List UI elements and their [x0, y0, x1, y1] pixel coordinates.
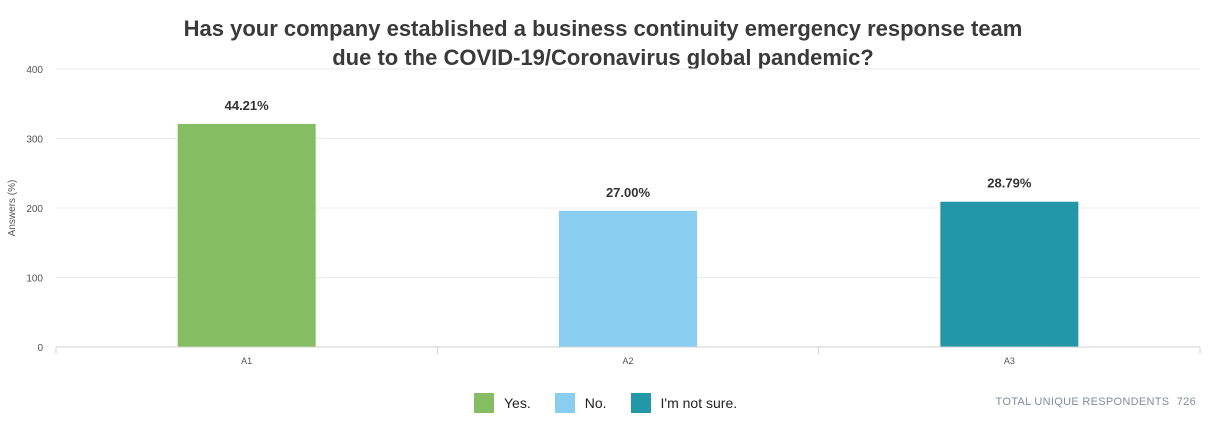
data-label: 27.00%	[606, 185, 651, 200]
legend-swatch-not-sure	[630, 393, 651, 413]
chart-title-line-2: due to the COVID-19/Coronavirus global p…	[332, 45, 874, 70]
legend-item-not-sure[interactable]: I'm not sure.	[630, 393, 738, 413]
legend-label-yes: Yes.	[504, 395, 531, 411]
y-tick-label: 100	[26, 274, 43, 285]
y-axis-title: Answers (%)	[7, 180, 18, 237]
bars: 44.21% 27.00% 28.79%	[177, 98, 1079, 347]
data-label: 28.79%	[987, 176, 1032, 191]
x-tick-label: A2	[622, 356, 633, 366]
legend-swatch-yes	[474, 393, 494, 413]
y-axis: 0 100 200 300 400 Answers (%)	[7, 65, 43, 354]
legend-item-yes[interactable]: Yes.	[474, 393, 531, 413]
x-tick-label: A3	[1004, 356, 1015, 366]
chart-title: Has your company established a business …	[0, 14, 1206, 72]
y-tick-label: 400	[26, 65, 43, 76]
bar-a2	[559, 210, 697, 347]
total-respondents-count: 726	[1176, 396, 1196, 408]
total-respondents-label: TOTAL UNIQUE RESPONDENTS	[995, 396, 1170, 408]
legend-item-no[interactable]: No.	[554, 393, 607, 413]
data-label: 44.21%	[225, 98, 270, 113]
y-tick-label: 0	[37, 343, 43, 354]
legend-label-not-sure: I'm not sure.	[660, 395, 738, 411]
x-tick-label: A1	[241, 356, 252, 366]
legend-label-no: No.	[584, 395, 607, 411]
total-respondents: TOTAL UNIQUE RESPONDENTS 726	[996, 396, 1196, 408]
legend: Yes. No. I'm not sure.	[474, 393, 761, 413]
chart-title-line-1: Has your company established a business …	[183, 16, 1023, 41]
y-tick-label: 300	[26, 135, 43, 146]
x-axis: A1 A2 A3	[55, 346, 1201, 366]
y-tick-label: 200	[26, 204, 43, 215]
bar-a1	[177, 123, 316, 347]
legend-swatch-no	[554, 393, 575, 413]
bar-a3	[940, 201, 1079, 347]
